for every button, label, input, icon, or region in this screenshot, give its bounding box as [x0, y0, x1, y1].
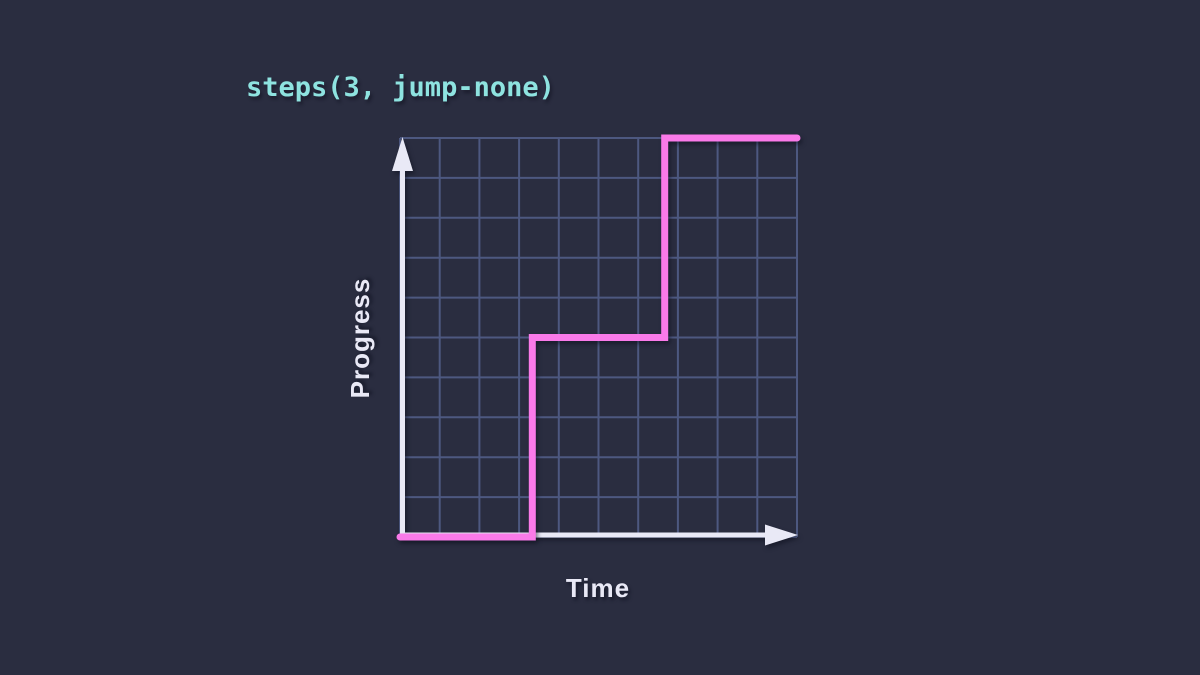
- x-axis-label: Time: [565, 573, 631, 603]
- y-axis-arrowhead-icon: [392, 137, 413, 171]
- easing-function-title: steps(3, jump-none): [246, 72, 555, 103]
- y-axis-label: Progress: [345, 277, 375, 399]
- x-axis-arrowhead-icon: [765, 524, 798, 546]
- chart-axes: [392, 137, 798, 546]
- step-function-line: [396, 134, 801, 541]
